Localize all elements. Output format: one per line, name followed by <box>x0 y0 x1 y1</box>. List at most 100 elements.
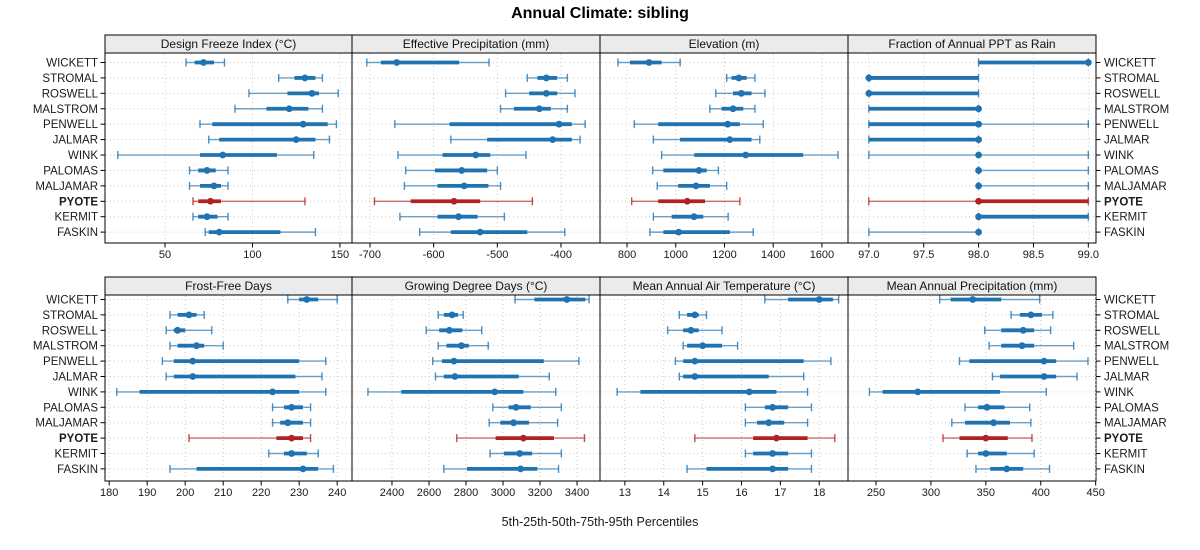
x-tick-label: 450 <box>1086 487 1104 499</box>
percentile-row-wink <box>397 151 527 160</box>
percentile-row-malstrom <box>988 341 1075 350</box>
station-label-left: JALMAR <box>53 372 98 384</box>
percentile-row-maljamar <box>403 181 502 190</box>
median-dot <box>460 182 468 190</box>
percentile-row-kermit <box>652 212 729 221</box>
median-dot <box>982 450 990 457</box>
median-dot <box>1018 342 1026 350</box>
station-label-left: MALJAMAR <box>35 181 98 193</box>
percentile-row-maljamar <box>271 418 312 427</box>
station-label-right: PENWELL <box>1104 119 1160 131</box>
panel-title: Mean Annual Precipitation (mm) <box>887 279 1058 293</box>
station-label-left: ROSWELL <box>42 88 99 100</box>
percentile-row-kermit <box>268 449 319 458</box>
station-label-left: KERMIT <box>55 212 98 224</box>
median-dot <box>450 197 458 205</box>
x-tick-label: 250 <box>867 487 885 499</box>
median-dot <box>699 342 707 350</box>
station-label-left: FASKIN <box>57 464 98 476</box>
percentile-row-faskin <box>418 228 566 237</box>
x-tick-label: 100 <box>243 249 261 261</box>
station-label-right: KERMIT <box>1104 212 1147 224</box>
median-dot <box>765 419 773 427</box>
panel-plot-area <box>847 52 1097 244</box>
median-dot <box>516 450 524 457</box>
station-label-right: PENWELL <box>1104 356 1160 368</box>
median-dot <box>301 74 309 82</box>
panel-title: Effective Precipitation (mm) <box>403 37 550 51</box>
median-dot <box>203 213 211 221</box>
panel-title: Growing Degree Days (°C) <box>405 279 548 293</box>
percentile-row-kermit <box>192 212 229 221</box>
x-tick-label: -400 <box>550 249 572 261</box>
percentile-row-penwell <box>958 357 1089 366</box>
x-tick-label: 3400 <box>565 487 589 499</box>
panel-plot-area <box>351 294 601 482</box>
percentile-row-wickett <box>764 295 840 304</box>
median-dot <box>308 89 316 97</box>
station-label-right: STROMAL <box>1104 73 1160 85</box>
station-label-left: PENWELL <box>43 356 99 368</box>
median-dot <box>724 120 732 128</box>
station-label-left: MALSTROM <box>33 341 98 353</box>
median-dot <box>769 450 776 457</box>
median-dot <box>288 450 295 457</box>
panel-growing-degree-days-c: 2400 2600 2800 3000 3200 3400 Growing Degree D… <box>351 276 601 499</box>
percentile-row-penwell <box>633 120 764 129</box>
panel-elevation-m: 800 1000 1200 1400 1600 Elevation (m) <box>599 34 849 261</box>
panel-plot-area <box>599 294 849 482</box>
x-tick-label: 18 <box>813 487 825 499</box>
median-dot <box>691 373 699 380</box>
percentile-row-wickett <box>514 295 590 304</box>
figure-caption: 5th-25th-50th-75th-95th Percentiles <box>501 515 699 529</box>
median-dot <box>1040 357 1048 365</box>
percentile-row-jalmar <box>868 135 982 144</box>
percentile-row-stromal <box>169 310 205 319</box>
median-dot <box>975 228 982 236</box>
median-dot <box>692 182 700 190</box>
median-dot <box>975 197 982 205</box>
x-tick-label: 97.0 <box>858 249 879 261</box>
median-dot <box>690 213 698 221</box>
median-dot <box>726 136 734 144</box>
station-label-right: JALMAR <box>1104 135 1149 147</box>
median-dot <box>200 59 207 66</box>
x-tick-label: 1600 <box>810 249 834 261</box>
median-dot <box>563 296 571 303</box>
median-dot <box>472 151 480 159</box>
median-dot <box>535 105 543 113</box>
percentile-row-malstrom <box>868 104 982 113</box>
x-tick-label: -500 <box>486 249 508 261</box>
percentile-row-palomas <box>404 166 499 175</box>
x-tick-label: 240 <box>328 487 346 499</box>
median-dot <box>174 326 181 334</box>
median-dot <box>645 59 653 66</box>
panel-header <box>847 276 1097 296</box>
median-dot <box>189 373 197 380</box>
median-dot <box>292 136 300 144</box>
panel-header <box>847 34 1097 54</box>
station-label-left: PYOTE <box>59 196 98 208</box>
percentile-row-pyote <box>188 434 312 443</box>
percentile-row-penwell <box>394 120 586 129</box>
percentile-row-roswell <box>984 326 1052 335</box>
median-dot <box>288 434 295 442</box>
percentile-row-faskin <box>868 228 982 237</box>
median-dot <box>735 74 743 82</box>
station-label-right: ROSWELL <box>1104 325 1161 337</box>
station-label-left: KERMIT <box>55 449 98 461</box>
percentile-row-faskin <box>649 228 754 237</box>
median-dot <box>975 213 982 221</box>
median-dot <box>1019 326 1027 334</box>
percentile-row-stromal <box>526 73 569 82</box>
x-tick-label: 150 <box>331 249 349 261</box>
median-dot <box>975 105 982 113</box>
percentile-row-palomas <box>744 403 813 412</box>
median-dot <box>445 326 453 334</box>
median-dot <box>1084 59 1092 66</box>
median-dot <box>975 151 982 159</box>
station-label-left: WICKETT <box>46 58 98 70</box>
x-tick-label: 3200 <box>528 487 552 499</box>
median-dot <box>769 465 776 473</box>
percentile-row-roswell <box>504 89 576 98</box>
